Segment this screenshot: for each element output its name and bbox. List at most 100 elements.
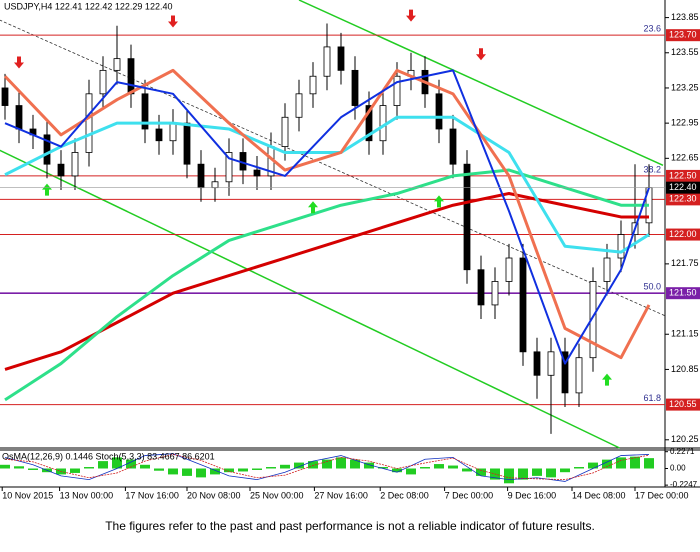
candle-body bbox=[225, 152, 233, 183]
chart-title: USDJPY,H4 122.41 122.42 122.29 122.40 bbox=[4, 1, 172, 11]
candle-body bbox=[351, 69, 359, 106]
signal-arrow bbox=[42, 183, 52, 196]
candle-body bbox=[197, 163, 205, 189]
osma-bar bbox=[98, 461, 108, 469]
x-tick-label: 25 Nov 00:00 bbox=[250, 490, 304, 500]
osma-bar bbox=[560, 468, 570, 473]
osc-tick-label: -0.2247 bbox=[670, 480, 698, 489]
fib-label: 61.8 bbox=[643, 393, 661, 403]
candle-body bbox=[211, 181, 219, 189]
y-tick-label: 120.25 bbox=[671, 434, 699, 444]
candle-body bbox=[295, 93, 303, 118]
last-price-label: 122.40 bbox=[669, 182, 697, 192]
signal-arrow bbox=[14, 56, 24, 69]
osma-bar bbox=[364, 462, 374, 469]
y-tick-label: 123.55 bbox=[671, 47, 699, 57]
signal-arrow bbox=[434, 195, 444, 208]
stochastic-line bbox=[4, 453, 650, 482]
osma-bar bbox=[196, 468, 206, 478]
candle-body bbox=[183, 122, 191, 165]
x-tick-label: 20 Nov 08:00 bbox=[187, 490, 241, 500]
osma-bar bbox=[574, 467, 584, 469]
osma-bar bbox=[140, 464, 150, 469]
candle-body bbox=[309, 75, 317, 95]
osma-bar bbox=[392, 468, 402, 473]
candle-body bbox=[141, 93, 149, 130]
y-tick-label: 121.75 bbox=[671, 258, 699, 268]
osma-bar bbox=[112, 457, 122, 469]
candle-body bbox=[1, 87, 9, 106]
trendline bbox=[0, 19, 665, 316]
candle-body bbox=[505, 257, 513, 282]
level-tag bbox=[666, 287, 700, 300]
trendline bbox=[298, 0, 664, 167]
osma-bar bbox=[14, 466, 24, 469]
candle-body bbox=[519, 257, 527, 353]
osma-bar bbox=[308, 461, 318, 469]
candle-body bbox=[603, 257, 611, 282]
osma-bar bbox=[266, 467, 276, 469]
x-tick-label: 2 Dec 08:00 bbox=[380, 490, 429, 500]
osma-bar bbox=[602, 459, 612, 469]
osma-bar bbox=[448, 465, 458, 469]
osma-bar bbox=[644, 458, 654, 469]
y-tick-label: 123.85 bbox=[671, 12, 699, 22]
last-price-tag bbox=[666, 181, 700, 194]
osma-bar bbox=[252, 468, 262, 470]
fib-label: 38.2 bbox=[643, 164, 661, 174]
x-tick-label: 17 Dec 00:00 bbox=[635, 490, 689, 500]
fib-label: 23.6 bbox=[643, 24, 661, 34]
signal-arrow bbox=[308, 201, 318, 214]
candle-body bbox=[449, 128, 457, 165]
candle-body bbox=[113, 58, 121, 71]
candle-body bbox=[99, 69, 107, 95]
osma-bar bbox=[350, 459, 360, 469]
signal-arrow bbox=[406, 9, 416, 22]
level-label: 121.50 bbox=[669, 288, 697, 298]
osc-tick-label: 0.2271 bbox=[670, 447, 695, 456]
level-tag bbox=[666, 169, 700, 182]
osma-bar bbox=[336, 457, 346, 469]
osma-bar bbox=[588, 462, 598, 469]
candle-body bbox=[617, 234, 625, 259]
y-tick-label: 122.95 bbox=[671, 118, 699, 128]
level-label: 120.55 bbox=[669, 399, 697, 409]
osma-bar bbox=[546, 468, 556, 478]
level-label: 122.00 bbox=[669, 229, 697, 239]
osma-bar bbox=[28, 468, 38, 470]
osma-bar bbox=[126, 459, 136, 469]
osma-bar bbox=[84, 467, 94, 469]
level-label: 123.70 bbox=[669, 30, 697, 40]
stochastic-line bbox=[4, 454, 650, 481]
osma-bar bbox=[532, 468, 542, 476]
candle-body bbox=[491, 281, 499, 306]
osc-tick-label: 0.00 bbox=[670, 464, 686, 473]
y-tick-label: 123.25 bbox=[671, 82, 699, 92]
level-label: 122.30 bbox=[669, 194, 697, 204]
osma-bar bbox=[406, 468, 416, 475]
x-tick-label: 13 Nov 00:00 bbox=[60, 490, 114, 500]
candle-body bbox=[15, 105, 23, 130]
moving-average bbox=[3, 68, 651, 360]
osma-bar bbox=[616, 457, 626, 469]
candle-body bbox=[85, 93, 93, 153]
x-tick-label: 7 Dec 00:00 bbox=[445, 490, 494, 500]
candle-body bbox=[155, 128, 163, 142]
candle-body bbox=[547, 351, 555, 376]
osma-bar bbox=[70, 468, 80, 473]
oscillator-label: OsMA(12,26,9) 0.1446 Stoch(5,3,3) 83.466… bbox=[2, 451, 215, 461]
candle-body bbox=[561, 351, 569, 394]
level-tag bbox=[666, 29, 700, 42]
osma-bar bbox=[210, 468, 220, 475]
y-tick-label: 120.85 bbox=[671, 364, 699, 374]
osma-bar bbox=[518, 468, 528, 480]
candle-body bbox=[253, 169, 261, 177]
osma-bar bbox=[182, 468, 192, 476]
moving-average bbox=[4, 69, 650, 365]
candle-body bbox=[393, 75, 401, 106]
candle-body bbox=[71, 152, 79, 177]
y-tick-label: 121.15 bbox=[671, 329, 699, 339]
x-tick-label: 27 Nov 16:00 bbox=[314, 490, 368, 500]
osma-bar bbox=[224, 468, 234, 473]
